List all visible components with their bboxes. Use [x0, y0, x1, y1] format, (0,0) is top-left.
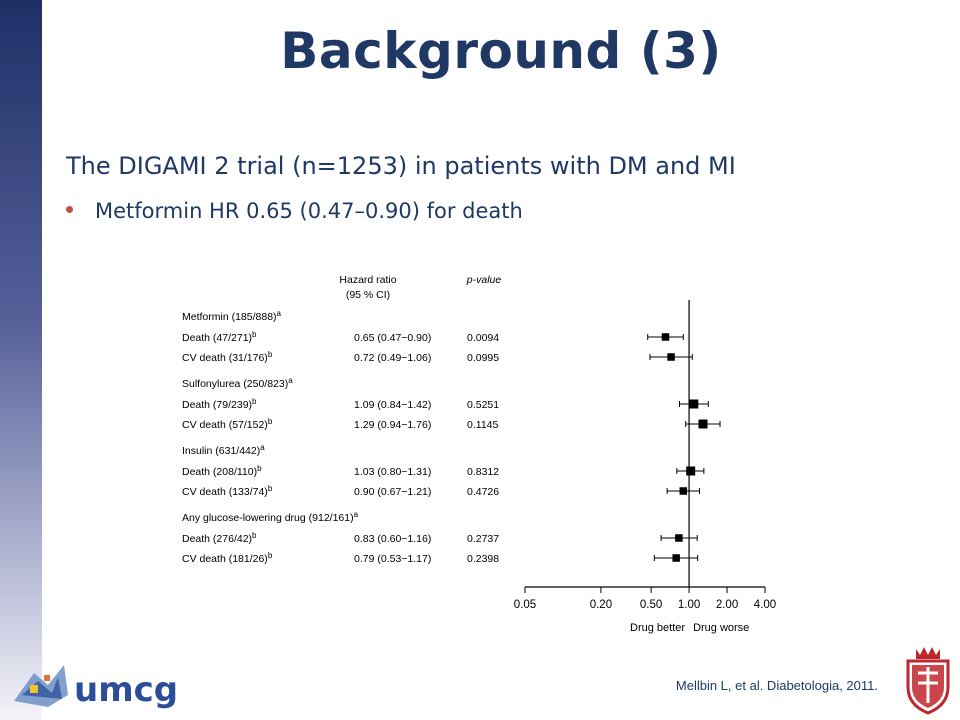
group-label: Insulin (631/442)a	[182, 443, 265, 457]
row-label: CV death (57/152)b	[182, 417, 273, 431]
slide-subtitle: The DIGAMI 2 trial (n=1253) in patients …	[66, 152, 736, 180]
group-label: Metformin (185/888)a	[182, 309, 282, 323]
x-tick-label: 4.00	[754, 599, 776, 611]
bullet-item: Metformin HR 0.65 (0.47–0.90) for death	[66, 199, 523, 223]
row-p-value: 0.0094	[467, 332, 499, 344]
row-label: Death (276/42)b	[182, 531, 257, 545]
x-tick-label: 0.50	[640, 599, 662, 611]
row-label: CV death (133/74)b	[182, 484, 273, 498]
hr-point	[661, 333, 670, 341]
row-hr-ci: 0.90 (0.67−1.21)	[354, 486, 431, 498]
hr-point	[667, 353, 675, 361]
hr-point	[698, 419, 708, 429]
row-p-value: 0.4726	[467, 486, 499, 498]
forest-plot: Hazard ratio (95 % CI) p-value 0.05 0.20 0.50…	[182, 274, 776, 634]
header-p-value: p-value	[466, 274, 502, 286]
row-p-value: 0.0995	[467, 352, 499, 364]
hr-point	[672, 554, 680, 562]
logo-text: umcg	[74, 670, 178, 710]
row-label: CV death (31/176)b	[182, 350, 273, 364]
university-crest-icon	[902, 643, 954, 720]
hr-point	[686, 466, 696, 476]
row-label: CV death (181/26)b	[182, 551, 273, 565]
umcg-logo: umcg	[8, 655, 178, 720]
row-p-value: 0.2398	[467, 553, 499, 565]
row-hr-ci: 0.65 (0.47−0.90)	[354, 332, 431, 344]
header-hazard-ratio: Hazard ratio	[339, 274, 396, 286]
sidebar-band	[0, 0, 42, 720]
axis-label-drug-worse: Drug worse	[693, 622, 749, 634]
row-label: Death (79/239)b	[182, 397, 257, 411]
group-label: Sulfonylurea (250/823)a	[182, 376, 293, 390]
group-label: Any glucose-lowering drug (912/161)a	[182, 510, 359, 524]
x-tick-label: 2.00	[716, 599, 738, 611]
row-p-value: 0.5251	[467, 399, 499, 411]
x-tick-label: 0.20	[590, 599, 612, 611]
row-hr-ci: 1.29 (0.94−1.76)	[354, 419, 431, 431]
row-hr-ci: 0.79 (0.53−1.17)	[354, 553, 431, 565]
hr-point	[679, 487, 688, 495]
slide-title: Background (3)	[280, 22, 722, 80]
row-hr-ci: 0.83 (0.60−1.16)	[354, 533, 431, 545]
citation: Mellbin L, et al. Diabetologia, 2011.	[675, 678, 878, 693]
row-p-value: 0.8312	[467, 466, 499, 478]
row-hr-ci: 1.09 (0.84−1.42)	[354, 399, 431, 411]
hr-point	[689, 399, 699, 409]
row-label: Death (208/110)b	[182, 464, 262, 478]
logo-emblem-icon	[14, 665, 68, 707]
header-ci: (95 % CI)	[346, 289, 390, 301]
row-p-value: 0.2737	[467, 533, 499, 545]
hr-point	[675, 534, 683, 542]
bullet-dot-icon	[66, 205, 73, 213]
axis-label-drug-better: Drug better	[630, 622, 685, 634]
row-label: Death (47/271)b	[182, 330, 257, 344]
x-tick-label: 0.05	[514, 599, 536, 611]
x-tick-label: 1.00	[678, 599, 700, 611]
row-hr-ci: 0.72 (0.49−1.06)	[354, 352, 431, 364]
bullet-text: Metformin HR 0.65 (0.47–0.90) for death	[95, 199, 523, 223]
row-p-value: 0.1145	[467, 419, 498, 431]
row-hr-ci: 1.03 (0.80−1.31)	[354, 466, 431, 478]
